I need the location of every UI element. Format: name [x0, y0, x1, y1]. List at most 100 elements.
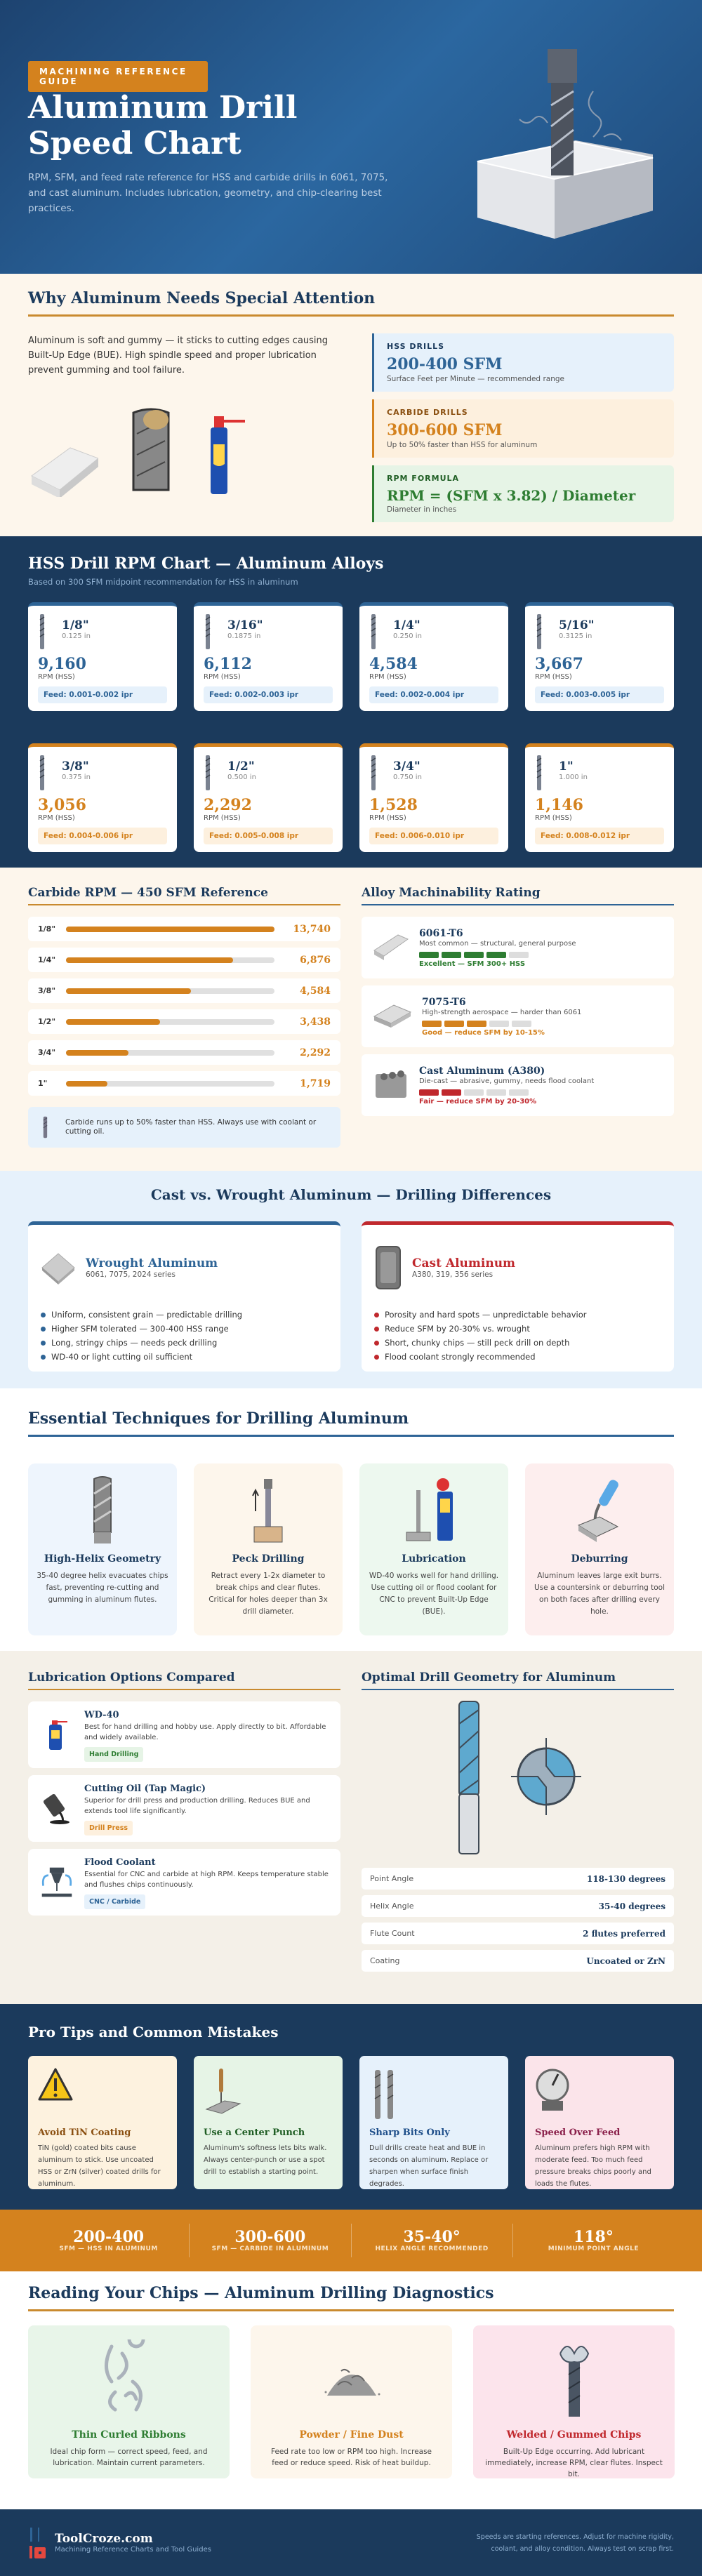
footer-tagline: Machining Reference Charts and Tool Guid… [55, 2546, 211, 2554]
techniques-section: Essential Techniques for Drilling Alumin… [0, 1388, 702, 1651]
footer-brand[interactable]: ToolCroze.com [55, 2532, 153, 2546]
bar-label: 1/4" [38, 955, 56, 964]
alloy-desc: Die-cast — abrasive, gummy, needs flood … [419, 1077, 595, 1085]
formula-sub: Diameter in inches [387, 505, 457, 514]
chip-diagnostics-section: Reading Your Chips — Aluminum Drilling D… [0, 2271, 702, 2509]
lubrication-heading: Lubrication Options Compared [28, 1671, 340, 1690]
use-case-tag: Drill Press [84, 1821, 133, 1835]
chip-text: Ideal chip form — correct speed, feed, a… [50, 2448, 208, 2467]
tip-icon [204, 2067, 333, 2120]
wrought-plate-icon [41, 1253, 75, 1284]
pro-tip-card: Speed Over Feed Aluminum prefers high RPM… [525, 2056, 674, 2189]
lubricant-name: WD-40 [84, 1710, 119, 1720]
drill-cross-section-icon [510, 1737, 581, 1815]
bar-fill [66, 926, 274, 932]
bar-value: 4,584 [300, 985, 331, 997]
bar-value: 3,438 [300, 1016, 331, 1028]
lubricant-name: Cutting Oil (Tap Magic) [84, 1784, 206, 1794]
tip-icon [38, 2067, 167, 2120]
wrought-point: WD-40 or light cutting oil sufficient [41, 1350, 328, 1364]
use-case-tag: CNC / Carbide [84, 1894, 146, 1909]
lubricant-desc: Best for hand drilling and hobby use. Ap… [84, 1723, 326, 1741]
bar-label: 1/2" [38, 1017, 56, 1026]
bar-track [66, 926, 274, 932]
bar-label: 3/8" [38, 986, 56, 995]
bar-value: 6,876 [300, 954, 331, 966]
chips-heading: Reading Your Chips — Aluminum Drilling D… [28, 2284, 674, 2311]
stat-item: 118° MINIMUM POINT ANGLE [513, 2224, 674, 2257]
drill-decimal: 0.375 in [62, 774, 91, 781]
rating-segment [509, 951, 529, 958]
tip-icon [535, 2067, 664, 2120]
carbide-bar-row: 1/2" 3,438 [28, 1009, 340, 1034]
carbide-alloy-section: Carbide RPM — 450 SFM Reference 1/8" 13,7… [0, 868, 702, 1171]
page-title: Aluminum Drill Speed Chart [28, 90, 298, 161]
technique-title: Peck Drilling [232, 1553, 305, 1565]
alloy-card: 6061-T6 Most common — structural, general… [362, 917, 674, 978]
rating-segment [419, 1089, 439, 1096]
technique-text: Aluminum leaves large exit burrs. Use a … [534, 1572, 665, 1616]
rating-segment [486, 1089, 506, 1096]
feed-rate: Feed: 0.008-0.012 ipr [535, 828, 664, 844]
chip-type-icon [484, 2339, 663, 2417]
cw-heading: Cast vs. Wrought Aluminum — Drilling Dif… [150, 1186, 552, 1203]
feed-rate: Feed: 0.004-0.006 ipr [38, 828, 167, 844]
technique-title: High-Helix Geometry [44, 1553, 161, 1565]
bar-label: 1" [38, 1079, 48, 1088]
lubrication-options: Lubrication Options Compared WD-40 Best f… [28, 1671, 340, 1972]
drill-bit-icon [204, 755, 212, 793]
tip-text: Dull drills create heat and BUE in secon… [369, 2144, 489, 2188]
carbide-label: CARBIDE DRILLS [387, 408, 468, 417]
drill-decimal: 0.500 in [227, 774, 256, 781]
drill-in-block-illustration [477, 49, 654, 239]
bar-fill [66, 1049, 129, 1056]
drill-decimal: 1.000 in [559, 774, 588, 781]
why-body: Aluminum is soft and gummy — it sticks t… [28, 336, 329, 376]
bar-track [66, 1080, 274, 1087]
carbide-heading: Carbide RPM — 450 SFM Reference [28, 886, 340, 905]
bar-track [66, 957, 274, 963]
tips-heading: Pro Tips and Common Mistakes [28, 2024, 279, 2040]
drill-size: 1/2" [227, 759, 255, 774]
hss-drill-card: 1/2" 0.500 in 2,292 RPM (HSS) Feed: 0.005… [194, 743, 343, 852]
lubrication-card: Flood Coolant Essential for CNC and carbi… [28, 1849, 340, 1916]
geometry-key: Point Angle [370, 1874, 414, 1883]
cast-point: Short, chunky chips — still peck drill o… [374, 1336, 661, 1350]
hss-label: HSS DRILLS [387, 342, 445, 351]
footer-note: Speeds are starting references. Adjust f… [476, 2532, 674, 2553]
wrought-series: 6061, 7075, 2024 series [86, 1270, 176, 1279]
drill-size: 3/8" [62, 759, 89, 774]
pro-tip-card: Use a Center Punch Aluminum's softness le… [194, 2056, 343, 2189]
drill-bit-icon [204, 614, 212, 652]
rpm-value: 2,292 [204, 796, 252, 814]
rating-segment [464, 951, 484, 958]
cast-card: Cast Aluminum A380, 319, 356 series Poro… [362, 1221, 674, 1372]
rpm-value: 3,056 [38, 796, 86, 814]
geometry-value: Uncoated or ZrN [586, 1956, 665, 1966]
lubrication-card: Cutting Oil (Tap Magic) Superior for dril… [28, 1775, 340, 1842]
cast-title: Cast Aluminum [412, 1256, 516, 1270]
alloy-card: Cast Aluminum (A380) Die-cast — abrasive,… [362, 1054, 674, 1116]
cast-part-icon [376, 1246, 401, 1289]
chip-type-icon [39, 2339, 218, 2417]
why-heading: Why Aluminum Needs Special Attention [28, 289, 674, 317]
alloy-name: 6061-T6 [419, 927, 463, 939]
tip-text: TiN (gold) coated bits cause aluminum to… [38, 2144, 161, 2188]
tip-title: Avoid TiN Coating [38, 2127, 131, 2138]
cast-point: Flood coolant strongly recommended [374, 1350, 661, 1364]
bar-track [66, 1049, 274, 1056]
alloy-desc: Most common — structural, general purpos… [419, 939, 576, 948]
stat-item: 300-600 SFM — CARBIDE IN ALUMINUM [190, 2224, 352, 2257]
stat-value: 300-600 [234, 2227, 306, 2246]
drill-decimal: 0.250 in [393, 632, 422, 640]
geometry-key: Helix Angle [370, 1901, 414, 1911]
tip-text: Aluminum's softness lets bits walk. Alwa… [204, 2144, 327, 2176]
rating-segment [444, 1020, 464, 1027]
chip-diagnostic-card: Thin Curled Ribbons Ideal chip form — cor… [28, 2325, 230, 2478]
cast-point: Porosity and hard spots — unpredictable … [374, 1308, 661, 1322]
toolbox-logo-icon [29, 2527, 46, 2558]
geometry-value: 118-130 degrees [586, 1873, 665, 1884]
carbide-bar-row: 1" 1,719 [28, 1071, 340, 1096]
pro-tips-section: Pro Tips and Common Mistakes Avoid TiN C… [0, 2004, 702, 2210]
rpm-label: RPM (HSS) [535, 673, 572, 681]
